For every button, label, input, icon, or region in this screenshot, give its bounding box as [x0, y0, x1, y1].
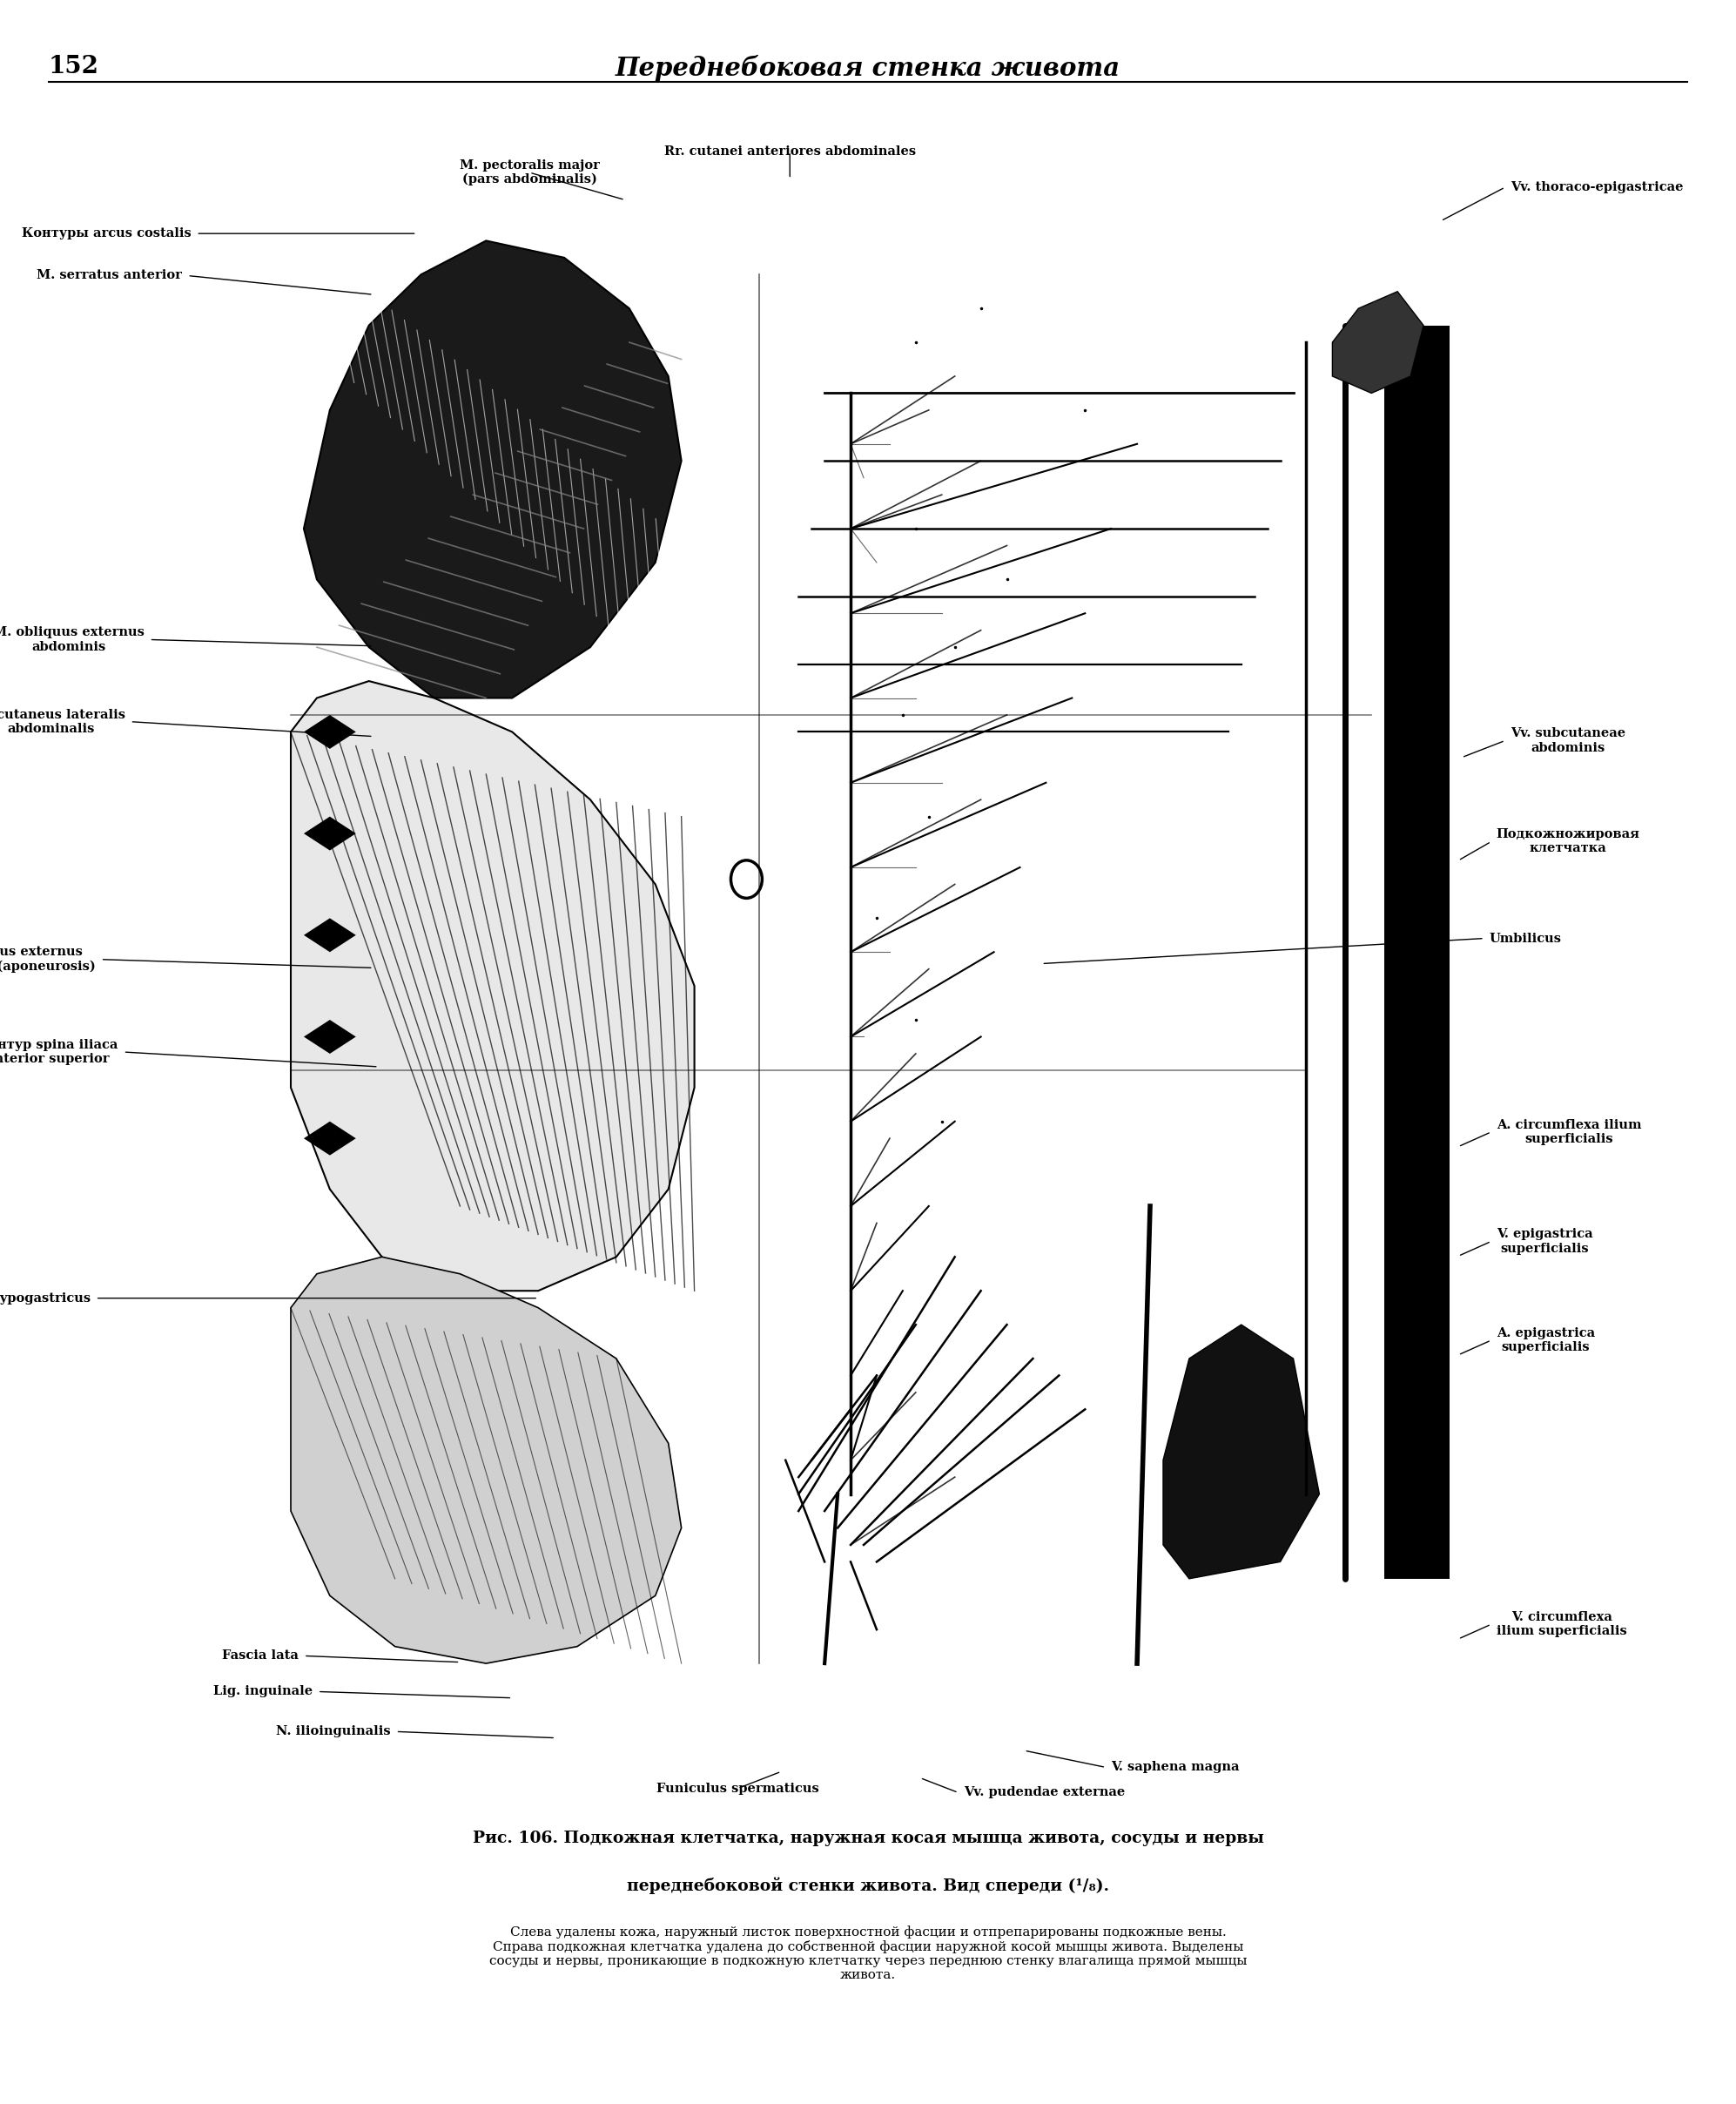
Polygon shape: [290, 1256, 681, 1664]
Text: Переднебоковая стенка живота: Переднебоковая стенка живота: [616, 55, 1120, 80]
Text: Контур spina iliaca
anterior superior: Контур spina iliaca anterior superior: [0, 1039, 118, 1065]
Text: V. epigastrica
superficialis: V. epigastrica superficialis: [1496, 1229, 1592, 1254]
Text: M. serratus anterior: M. serratus anterior: [36, 269, 182, 282]
Text: Рис. 106. Подкожная клетчатка, наружная косая мышца живота, сосуды и нервы: Рис. 106. Подкожная клетчатка, наружная …: [472, 1830, 1264, 1845]
Text: R. cutaneus lateralis
abdominalis: R. cutaneus lateralis abdominalis: [0, 709, 125, 734]
Text: Vv. pudendae externae: Vv. pudendae externae: [963, 1786, 1125, 1799]
Text: Rr. cutanei anteriores abdominales: Rr. cutanei anteriores abdominales: [665, 145, 915, 158]
Text: Lig. inguinale: Lig. inguinale: [214, 1685, 312, 1698]
Polygon shape: [304, 240, 681, 699]
Polygon shape: [290, 682, 694, 1292]
Polygon shape: [1332, 292, 1424, 393]
Polygon shape: [304, 917, 356, 951]
Bar: [1384, 326, 1450, 1578]
Text: V. saphena magna: V. saphena magna: [1111, 1761, 1240, 1774]
Polygon shape: [304, 715, 356, 749]
Text: Vv. subcutaneae
abdominis: Vv. subcutaneae abdominis: [1510, 728, 1625, 753]
Text: N. ilioinguinalis: N. ilioinguinalis: [276, 1725, 391, 1738]
Text: Подкожножировая
клетчатка: Подкожножировая клетчатка: [1496, 829, 1641, 854]
Text: M. pectoralis major
(pars abdominalis): M. pectoralis major (pars abdominalis): [460, 160, 599, 185]
Bar: [200, 105, 1502, 1799]
Polygon shape: [304, 1121, 356, 1155]
Text: Vv. thoraco-epigastricae: Vv. thoraco-epigastricae: [1510, 181, 1684, 194]
Text: переднебоковой стенки живота. Вид спереди (¹/₈).: переднебоковой стенки живота. Вид сперед…: [627, 1877, 1109, 1894]
Text: A. circumflexa ilium
superficialis: A. circumflexa ilium superficialis: [1496, 1119, 1642, 1145]
Text: M. obliquus externus
abdominis (aponeurosis): M. obliquus externus abdominis (aponeuro…: [0, 947, 95, 972]
Polygon shape: [304, 816, 356, 850]
Text: 152: 152: [49, 55, 99, 78]
Text: V. circumflexa
ilium superficialis: V. circumflexa ilium superficialis: [1496, 1612, 1627, 1637]
Text: Funiculus spermaticus: Funiculus spermaticus: [656, 1782, 819, 1795]
Text: Umbilicus: Umbilicus: [1489, 932, 1562, 945]
Text: Контуры arcus costalis: Контуры arcus costalis: [21, 227, 191, 240]
Polygon shape: [1163, 1326, 1319, 1578]
Text: Слева удалены кожа, наружный листок поверхностной фасции и отпрепарированы подко: Слева удалены кожа, наружный листок пове…: [490, 1925, 1246, 1982]
Text: M. obliquus externus
abdominis: M. obliquus externus abdominis: [0, 627, 144, 652]
Text: A. epigastrica
superficialis: A. epigastrica superficialis: [1496, 1328, 1595, 1353]
Polygon shape: [304, 1020, 356, 1054]
Text: N. iliohypogastricus: N. iliohypogastricus: [0, 1292, 90, 1304]
Text: Fascia lata: Fascia lata: [222, 1650, 299, 1662]
